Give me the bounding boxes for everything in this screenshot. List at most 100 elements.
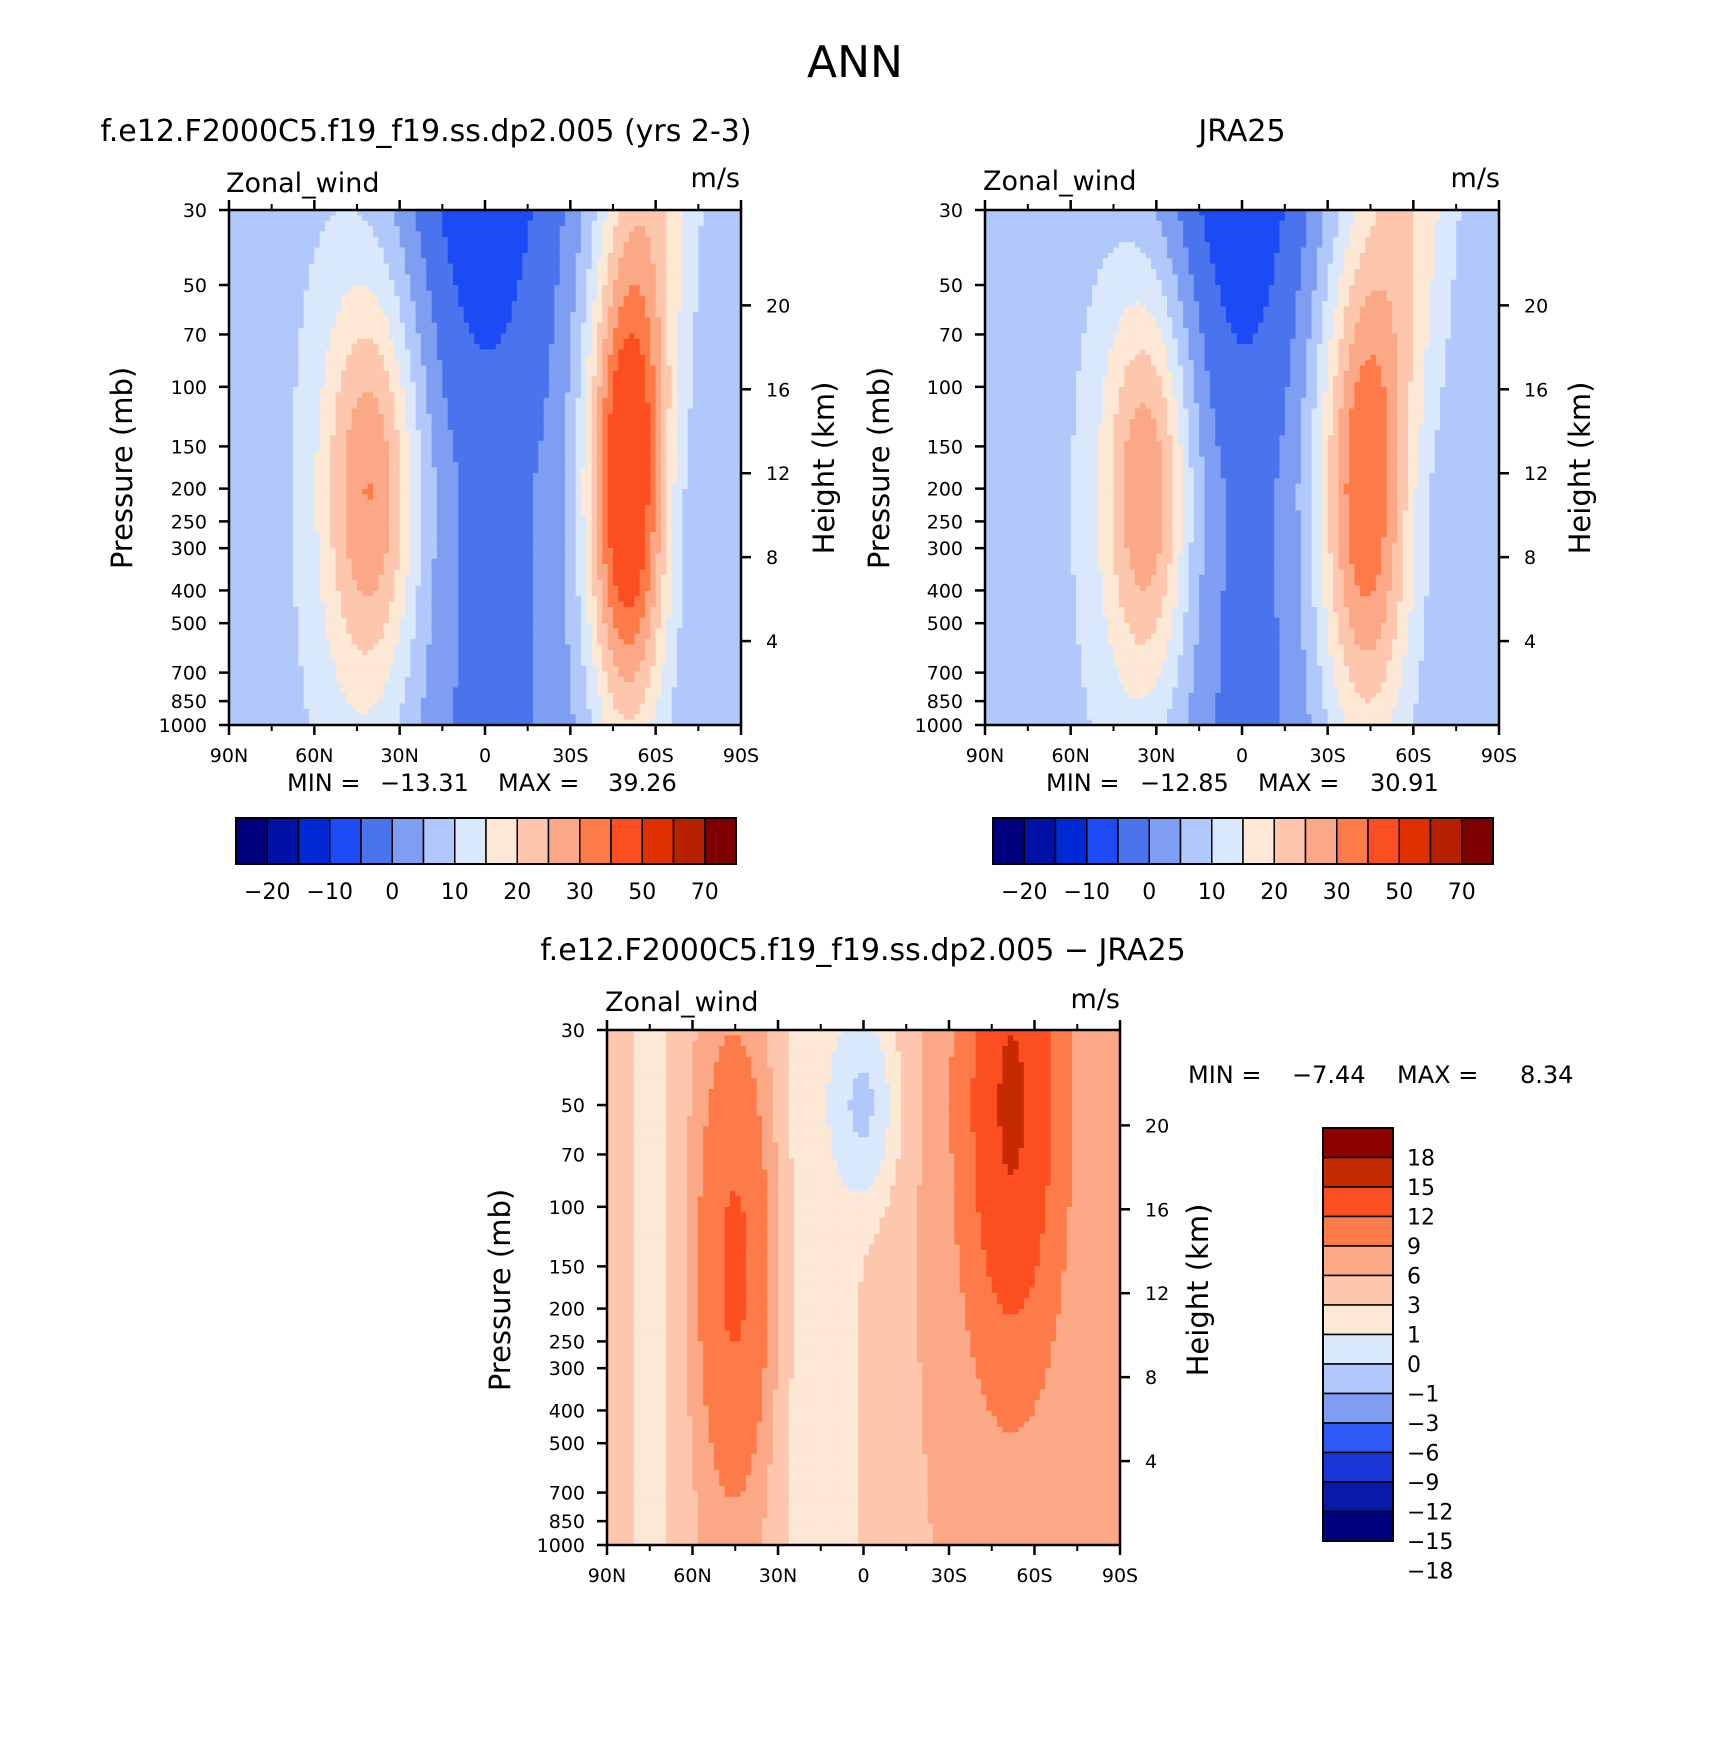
contour-cell (522, 344, 529, 351)
contour-cell (367, 220, 374, 227)
contour-cell (687, 478, 694, 485)
contour-cell (298, 306, 305, 313)
contour-cell (234, 328, 241, 334)
contour-cell (554, 451, 561, 458)
contour-cell (229, 215, 235, 222)
contour-cell (474, 397, 481, 404)
contour-cell (618, 317, 625, 324)
contour-cell (271, 435, 278, 442)
contour-cell (655, 360, 662, 367)
contour-cell (543, 290, 550, 297)
contour-cell (666, 403, 673, 410)
contour-cell (549, 328, 555, 334)
contour-cell (650, 295, 657, 302)
contour-cell (581, 279, 587, 286)
contour-cell (239, 210, 246, 216)
contour-cell (618, 236, 625, 243)
contour-cell (661, 446, 667, 452)
contour-cell (522, 247, 529, 254)
contour-cell (719, 295, 726, 302)
contour-cell (463, 285, 470, 292)
contour-cell (618, 397, 625, 404)
contour-cell (319, 274, 326, 281)
contour-cell (453, 424, 459, 431)
contour-cell (677, 210, 683, 216)
contour-cell (735, 413, 741, 420)
contour-cell (399, 403, 406, 410)
contour-cell (549, 242, 555, 249)
contour-cell (709, 472, 715, 479)
contour-cell (586, 274, 593, 281)
contour-cell (399, 478, 406, 485)
contour-cell (405, 258, 411, 265)
contour-cell (533, 317, 539, 324)
contour-cell (698, 349, 705, 356)
contour-cell (602, 274, 609, 281)
contour-cell (383, 344, 390, 351)
contour-cell (447, 424, 454, 431)
contour-cell (351, 424, 358, 431)
contour-cell (485, 419, 491, 426)
contour-cell (314, 429, 321, 436)
contour-cell (613, 451, 619, 458)
contour-cell (730, 258, 737, 265)
contour-cell (442, 301, 449, 308)
contour-cell (623, 354, 630, 361)
contour-cell (703, 419, 710, 426)
contour-cell (447, 344, 454, 351)
contour-cell (319, 290, 326, 297)
contour-cell (554, 435, 561, 442)
contour-cell (277, 242, 283, 249)
contour-cell (506, 370, 513, 377)
contour-cell (239, 252, 246, 259)
contour-cell (266, 483, 273, 490)
contour-cell (442, 446, 449, 452)
contour-cell (607, 252, 614, 259)
contour-cell (261, 344, 267, 351)
contour-cell (714, 446, 721, 452)
contour-cell (591, 397, 598, 404)
contour-cell (570, 349, 577, 356)
contour-cell (351, 328, 358, 334)
contour-cell (575, 387, 582, 393)
contour-cell (330, 263, 337, 270)
contour-cell (314, 242, 321, 249)
contour-cell (693, 215, 699, 222)
contour-cell (474, 451, 481, 458)
contour-cell (485, 317, 491, 324)
contour-cell (394, 483, 401, 490)
contour-cell (719, 370, 726, 377)
contour-cell (314, 440, 321, 447)
contour-cell (330, 236, 337, 243)
contour-cell (469, 338, 475, 345)
contour-cell (485, 354, 491, 361)
contour-cell (602, 381, 609, 388)
contour-cell (293, 429, 299, 436)
contour-cell (458, 215, 465, 222)
contour-cell (266, 226, 273, 233)
contour-cell (549, 274, 555, 281)
contour-cell (282, 456, 289, 463)
contour-cell (591, 360, 598, 367)
contour-cell (234, 344, 241, 351)
contour-cell (527, 392, 534, 399)
contour-cell (362, 370, 369, 377)
contour-cell (373, 483, 379, 490)
contour-cell (682, 301, 689, 308)
contour-cell (293, 462, 299, 469)
contour-cell (543, 263, 550, 270)
contour-cell (330, 429, 337, 436)
contour-cell (655, 274, 662, 281)
contour-cell (453, 440, 459, 447)
contour-cell (517, 360, 523, 367)
contour-cell (351, 467, 358, 474)
contour-cell (421, 360, 427, 367)
contour-cell (645, 435, 651, 442)
contour-cell (447, 322, 454, 329)
contour-cell (709, 301, 715, 308)
contour-cell (309, 419, 315, 426)
contour-cell (506, 419, 513, 426)
contour-cell (474, 263, 481, 270)
contour-cell (373, 424, 379, 431)
contour-cell (533, 451, 539, 458)
